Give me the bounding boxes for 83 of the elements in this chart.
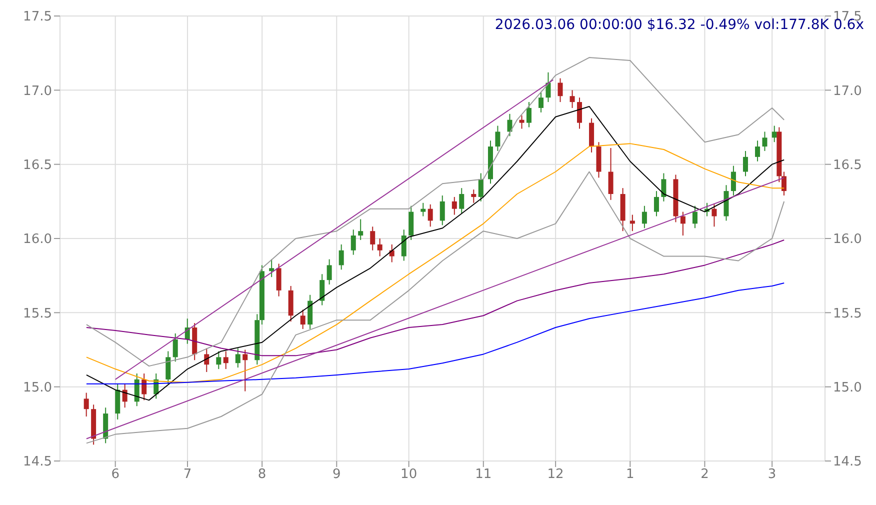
candlestick: [326, 258, 332, 285]
candlestick: [204, 348, 210, 372]
y2-tick-label: 17.0: [833, 84, 862, 99]
y2-tick-label: 15.0: [833, 380, 862, 396]
candlestick: [577, 97, 582, 130]
candlestick: [495, 125, 500, 152]
x-tick-label: 7: [183, 467, 192, 482]
candlestick: [630, 214, 635, 232]
candlestick: [730, 165, 736, 196]
candlestick: [350, 229, 356, 256]
candlestick: [692, 205, 698, 229]
line-series: [86, 57, 785, 367]
candlestick: [300, 309, 306, 330]
candlestick: [519, 114, 524, 130]
candlestick: [742, 150, 748, 177]
candlestick: [401, 229, 406, 262]
candlestick: [428, 204, 433, 228]
y-tick-label: 15.5: [23, 306, 52, 322]
chart-title: 2026.03.06 00:00:00 $16.32 -0.49% vol:177.8K 0.6x: [494, 17, 864, 33]
candlestick: [755, 140, 760, 162]
y2-tick-label: 16.0: [833, 232, 862, 248]
x-tick-label: 10: [400, 467, 418, 482]
line-series: [86, 106, 785, 401]
candlestick: [134, 372, 140, 407]
candlestick: [84, 392, 89, 417]
candlestick: [115, 383, 120, 420]
candlestick: [471, 189, 476, 204]
y-tick-label: 17.5: [23, 10, 52, 25]
candlestick: [358, 218, 364, 240]
candlestick: [408, 205, 414, 240]
candlestick: [762, 131, 768, 152]
candlestick: [526, 102, 532, 128]
candlestick: [459, 188, 464, 214]
candlestick: [654, 190, 659, 217]
x-tick-label: 12: [547, 467, 564, 482]
candlestick: [242, 349, 248, 392]
candlestick: [642, 205, 647, 229]
x-tick-label: 1: [626, 467, 634, 482]
candlestick: [420, 202, 426, 217]
candlestick: [142, 372, 147, 401]
y2-tick-label: 14.5: [833, 454, 862, 470]
candlestick: [772, 125, 777, 143]
y-tick-label: 14.5: [23, 454, 52, 470]
candlestick: [269, 258, 274, 278]
candlestick: [172, 332, 178, 362]
candlestick: [558, 78, 563, 103]
candlestick: [223, 350, 228, 370]
candlestick: [216, 350, 222, 370]
candlestick: [538, 91, 544, 113]
line-series: [86, 239, 785, 356]
candlestick: [712, 204, 717, 228]
candlestick: [661, 172, 666, 202]
candlestick: [589, 118, 594, 153]
candlestick: [370, 226, 376, 251]
x-tick-label: 3: [768, 467, 776, 482]
candlestick: [308, 294, 313, 330]
y-tick-label: 17.0: [23, 84, 52, 99]
y2-tick-label: 15.5: [833, 306, 862, 322]
candlestick: [276, 263, 282, 297]
x-tick-label: 11: [475, 467, 492, 482]
candlestick: [166, 350, 171, 384]
candlestick: [389, 244, 394, 263]
x-tick-label: 8: [258, 467, 266, 482]
y-tick-label: 16.5: [23, 158, 52, 173]
line-series: [86, 282, 785, 384]
candlestick: [320, 274, 325, 306]
line-series: [86, 143, 785, 383]
candlestick: [680, 211, 686, 236]
candlestick: [608, 148, 614, 200]
candlestick: [478, 172, 484, 202]
candlestick: [235, 348, 240, 368]
candlestick: [452, 196, 457, 216]
candlestick: [440, 194, 445, 226]
y-tick-label: 16.0: [23, 232, 52, 248]
candlestick: [507, 113, 512, 137]
x-tick-label: 9: [332, 467, 341, 482]
candlestick: [377, 238, 382, 257]
x-tick-label: 2: [700, 467, 709, 482]
x-tick-label: 6: [111, 467, 120, 482]
y2-tick-label: 16.5: [833, 158, 862, 173]
y-tick-label: 15.0: [23, 380, 52, 396]
candlestick: [570, 90, 575, 108]
candlestick: [338, 244, 344, 270]
